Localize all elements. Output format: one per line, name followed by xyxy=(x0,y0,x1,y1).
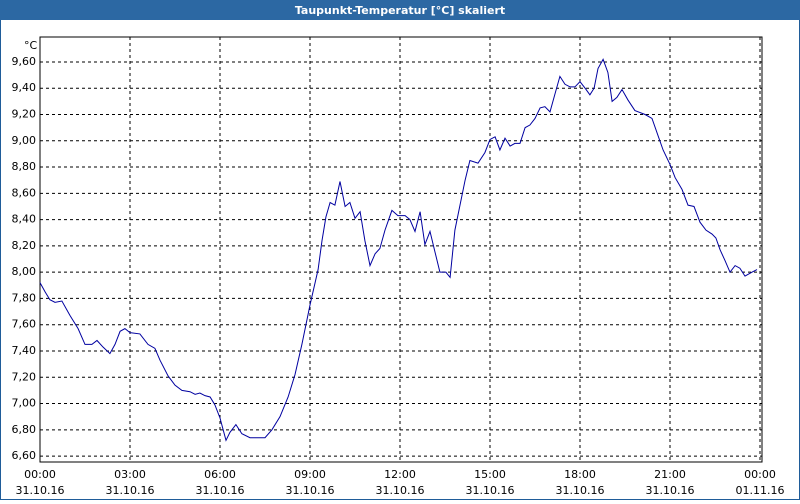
y-tick-label: 7,60 xyxy=(12,318,37,331)
x-tick-date: 31.10.16 xyxy=(466,484,515,497)
x-tick-date: 31.10.16 xyxy=(16,484,65,497)
x-tick-label: 12:00 xyxy=(384,468,416,481)
y-tick-label: 8,80 xyxy=(12,160,37,173)
x-tick-label: 09:00 xyxy=(294,468,326,481)
x-tick-label: 03:00 xyxy=(114,468,146,481)
x-tick-label: 00:00 xyxy=(24,468,56,481)
y-tick-label: 7,20 xyxy=(12,370,37,383)
title-bar xyxy=(0,0,800,20)
x-tick-label: 15:00 xyxy=(474,468,506,481)
y-tick-label: 8,60 xyxy=(12,186,37,199)
x-tick-date: 01.11.16 xyxy=(736,484,785,497)
x-tick-label: 06:00 xyxy=(204,468,236,481)
y-unit: °C xyxy=(24,39,38,52)
line-series xyxy=(39,58,758,442)
x-tick-date: 31.10.16 xyxy=(106,484,155,497)
y-tick-label: 9,40 xyxy=(12,81,37,94)
y-tick-label: 6,80 xyxy=(12,423,37,436)
y-tick-label: 9,20 xyxy=(12,108,37,121)
x-tick-date: 31.10.16 xyxy=(196,484,245,497)
x-tick-label: 00:00 xyxy=(744,468,776,481)
x-tick-label: 18:00 xyxy=(564,468,596,481)
x-tick-label: 21:00 xyxy=(654,468,686,481)
y-tick-label: 8,20 xyxy=(12,239,37,252)
y-tick-label: 9,60 xyxy=(12,55,37,68)
x-tick-date: 31.10.16 xyxy=(646,484,695,497)
y-tick-label: 8,00 xyxy=(12,265,37,278)
y-tick-label: 6,60 xyxy=(12,449,37,462)
x-tick-date: 31.10.16 xyxy=(556,484,605,497)
x-tick-date: 31.10.16 xyxy=(286,484,335,497)
y-tick-label: 7,40 xyxy=(12,344,37,357)
y-tick-label: 7,00 xyxy=(12,397,37,410)
y-tick-label: 9,00 xyxy=(12,134,37,147)
x-tick-date: 31.10.16 xyxy=(376,484,425,497)
y-tick-label: 8,40 xyxy=(12,213,37,226)
chart-title: Taupunkt-Temperatur [°C] skaliert xyxy=(295,4,505,17)
y-tick-label: 7,80 xyxy=(12,291,37,304)
